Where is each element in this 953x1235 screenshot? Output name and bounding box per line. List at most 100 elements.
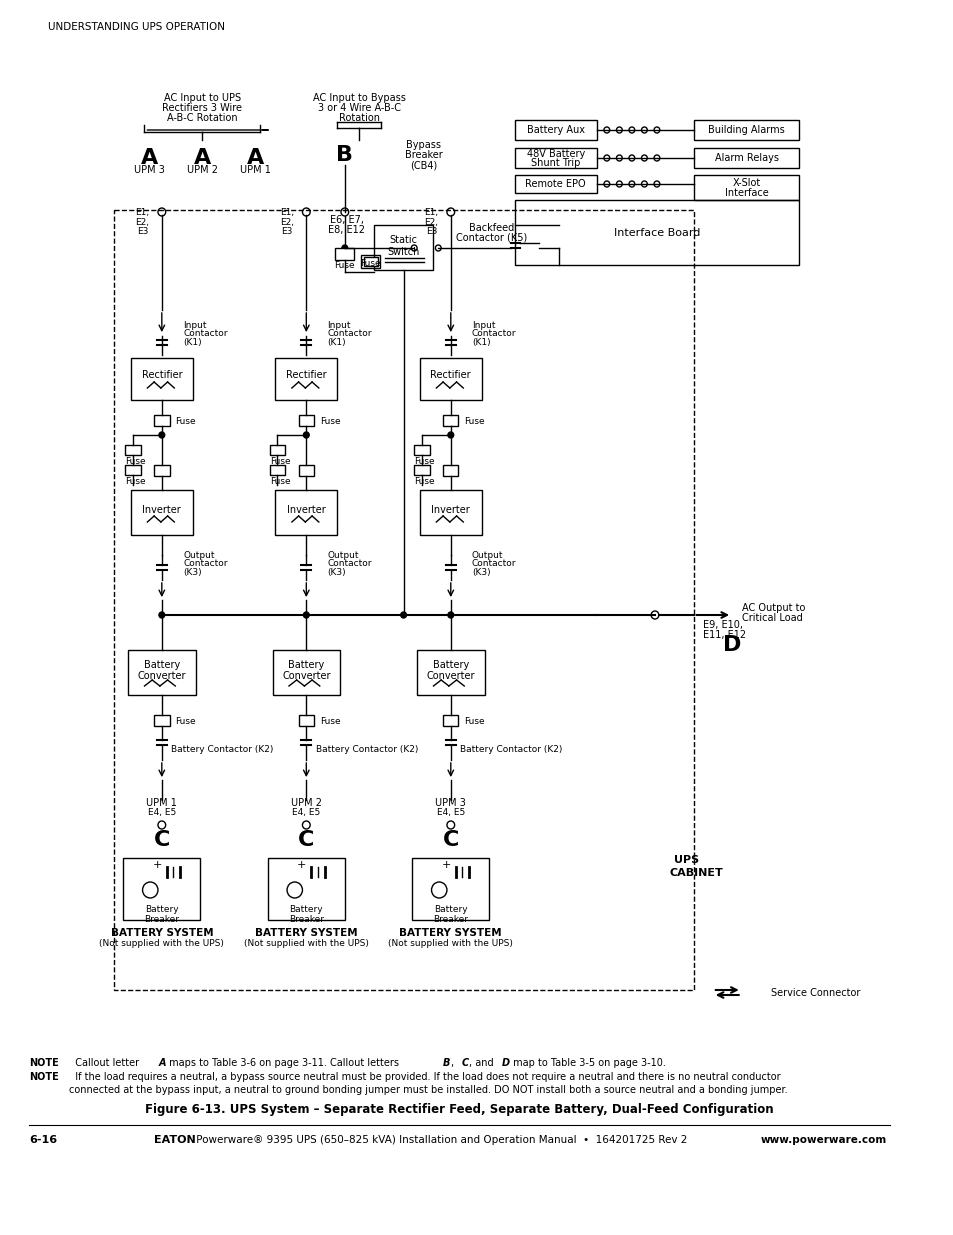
Text: Building Alarms: Building Alarms <box>707 125 784 135</box>
Text: +: + <box>296 860 306 869</box>
Text: Breaker: Breaker <box>144 914 179 924</box>
Circle shape <box>341 245 347 251</box>
Text: D: D <box>501 1058 510 1068</box>
Text: Input: Input <box>183 321 206 330</box>
Text: A: A <box>140 148 158 168</box>
Text: (K1): (K1) <box>183 338 201 347</box>
Text: Battery Contactor (K2): Battery Contactor (K2) <box>172 746 274 755</box>
Text: Fuse: Fuse <box>414 457 435 467</box>
Text: Fuse: Fuse <box>175 416 195 426</box>
Text: Contactor: Contactor <box>327 559 372 568</box>
Text: Rectifier: Rectifier <box>286 370 326 380</box>
Text: E2,: E2, <box>135 217 150 226</box>
Text: UPM 2: UPM 2 <box>187 165 217 175</box>
Text: Interface Board: Interface Board <box>613 228 700 238</box>
Text: C: C <box>153 830 170 850</box>
Text: Static: Static <box>389 235 417 245</box>
Text: E3: E3 <box>136 226 148 236</box>
Text: E1,: E1, <box>279 209 294 217</box>
Text: Rectifier: Rectifier <box>141 370 182 380</box>
Text: NOTE: NOTE <box>29 1072 58 1082</box>
Text: Battery: Battery <box>289 905 323 914</box>
Polygon shape <box>154 466 170 475</box>
Text: Converter: Converter <box>282 671 330 680</box>
Text: Inverter: Inverter <box>142 505 181 515</box>
Text: X-Slot: X-Slot <box>732 178 760 188</box>
Text: UPS: UPS <box>674 855 699 864</box>
Text: NOTE: NOTE <box>29 1058 58 1068</box>
Circle shape <box>303 432 309 438</box>
Polygon shape <box>442 466 458 475</box>
Text: ,: , <box>451 1058 456 1068</box>
Text: AC Output to: AC Output to <box>740 603 804 613</box>
Text: E6, E7,: E6, E7, <box>330 215 363 225</box>
Text: Battery Contactor (K2): Battery Contactor (K2) <box>315 746 417 755</box>
Circle shape <box>159 613 165 618</box>
Polygon shape <box>442 415 458 426</box>
Text: C: C <box>461 1058 468 1068</box>
Text: , and: , and <box>469 1058 497 1068</box>
Text: Critical Load: Critical Load <box>740 613 801 622</box>
Text: Battery: Battery <box>434 905 467 914</box>
Text: Contactor: Contactor <box>472 330 516 338</box>
Text: Contactor: Contactor <box>183 330 227 338</box>
Polygon shape <box>298 715 314 726</box>
Text: E8, E12: E8, E12 <box>328 225 365 235</box>
Polygon shape <box>442 715 458 726</box>
Text: (K1): (K1) <box>327 338 346 347</box>
Text: Shunt Trip: Shunt Trip <box>531 158 579 168</box>
Text: If the load requires a neutral, a bypass source neutral must be provided. If the: If the load requires a neutral, a bypass… <box>70 1072 781 1082</box>
Text: Battery: Battery <box>433 659 469 671</box>
Text: E1,: E1, <box>135 209 150 217</box>
Text: 6-16: 6-16 <box>29 1135 57 1145</box>
Polygon shape <box>125 445 140 454</box>
Text: E3: E3 <box>281 226 293 236</box>
Text: Fuse: Fuse <box>335 262 355 270</box>
Text: Contactor: Contactor <box>472 559 516 568</box>
Circle shape <box>159 432 165 438</box>
Text: BATTERY SYSTEM: BATTERY SYSTEM <box>254 927 357 939</box>
Text: Breaker: Breaker <box>404 149 442 161</box>
Text: connected at the bypass input, a neutral to ground bonding jumper must be instal: connected at the bypass input, a neutral… <box>70 1086 787 1095</box>
Polygon shape <box>364 257 377 266</box>
Text: Battery: Battery <box>288 659 324 671</box>
Text: E4, E5: E4, E5 <box>148 809 175 818</box>
Text: Remote EPO: Remote EPO <box>525 179 585 189</box>
Text: Callout letter: Callout letter <box>70 1058 142 1068</box>
Text: Battery: Battery <box>144 659 180 671</box>
Polygon shape <box>298 466 314 475</box>
Text: +: + <box>152 860 161 869</box>
Text: Fuse: Fuse <box>319 716 340 725</box>
Text: (K3): (K3) <box>327 568 346 578</box>
Text: C: C <box>442 830 458 850</box>
Text: (Not supplied with the UPS): (Not supplied with the UPS) <box>244 939 369 947</box>
Text: Rectifiers 3 Wire: Rectifiers 3 Wire <box>162 103 242 112</box>
Text: Output: Output <box>327 551 358 559</box>
Text: Fuse: Fuse <box>464 416 484 426</box>
Text: Breaker: Breaker <box>433 914 468 924</box>
Text: Contactor: Contactor <box>327 330 372 338</box>
Text: E1,: E1, <box>424 209 438 217</box>
Circle shape <box>448 613 454 618</box>
Polygon shape <box>414 445 429 454</box>
Text: Converter: Converter <box>426 671 475 680</box>
Text: Battery Aux: Battery Aux <box>526 125 584 135</box>
Text: 48V Battery: 48V Battery <box>526 149 584 159</box>
Text: (K3): (K3) <box>183 568 201 578</box>
Text: (Not supplied with the UPS): (Not supplied with the UPS) <box>99 939 224 947</box>
Text: (CB4): (CB4) <box>410 161 437 170</box>
Polygon shape <box>298 415 314 426</box>
Text: A-B-C Rotation: A-B-C Rotation <box>167 112 237 124</box>
Text: B: B <box>336 144 353 165</box>
Text: Fuse: Fuse <box>125 457 146 467</box>
Text: Fuse: Fuse <box>175 716 195 725</box>
Text: 3 or 4 Wire A-B-C: 3 or 4 Wire A-B-C <box>317 103 400 112</box>
Text: Fuse: Fuse <box>414 478 435 487</box>
Text: E11, E12: E11, E12 <box>702 630 745 640</box>
Text: AC Input to UPS: AC Input to UPS <box>164 93 240 103</box>
Polygon shape <box>154 715 170 726</box>
Text: Alarm Relays: Alarm Relays <box>714 153 778 163</box>
Text: maps to Table 3-6 on page 3-11. Callout letters: maps to Table 3-6 on page 3-11. Callout … <box>166 1058 401 1068</box>
Text: Rotation: Rotation <box>338 112 379 124</box>
Text: A: A <box>247 148 264 168</box>
